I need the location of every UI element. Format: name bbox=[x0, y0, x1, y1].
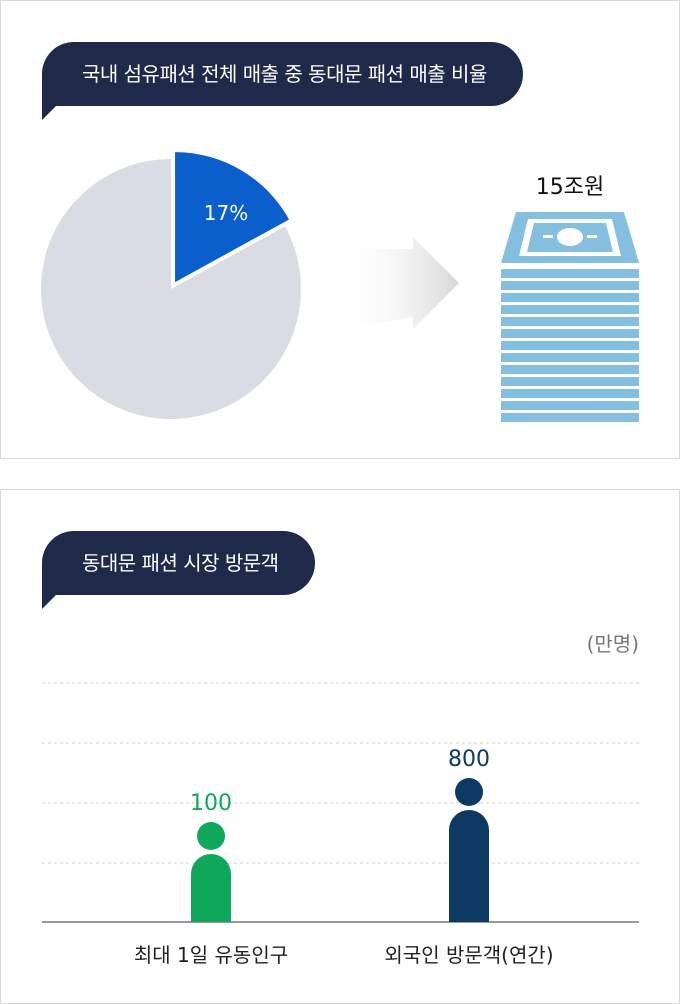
pie-slice-rest bbox=[40, 159, 302, 419]
money-bill-layer bbox=[501, 281, 639, 290]
data-label: 100 bbox=[190, 791, 232, 816]
panel-title: 동대문 패션 시장 방문객 bbox=[42, 531, 315, 609]
money-label: 15조원 bbox=[536, 175, 604, 200]
data-label: 800 bbox=[448, 747, 490, 772]
money-bill-layer bbox=[501, 389, 639, 398]
money-bill-layer bbox=[501, 293, 639, 302]
sales-ratio-panel: 국내 섬유패션 전체 매출 중 동대문 패션 매출 비율 17% 15조원 bbox=[0, 0, 680, 459]
money-bill-layer bbox=[501, 317, 639, 326]
arrow-right-icon bbox=[341, 237, 459, 329]
category-label: 외국인 방문객(연간) bbox=[384, 943, 553, 967]
money-bill-layer bbox=[501, 413, 639, 422]
bar-chart: (만명) 100 최대 1일 유동인구 800 외국인 방문객(연간) bbox=[42, 632, 639, 967]
money-bill-layer bbox=[501, 401, 639, 410]
pie-chart: 17% 15조원 bbox=[40, 152, 639, 422]
unit-label: (만명) bbox=[587, 632, 639, 656]
money-bill-layer bbox=[501, 365, 639, 374]
bar-person-body bbox=[191, 854, 231, 922]
visitors-panel: 동대문 패션 시장 방문객 (만명) 100 최대 1일 유동인구 800 외국인 방… bbox=[0, 489, 680, 1004]
money-stack-icon: 15조원 bbox=[501, 175, 639, 422]
category-label: 최대 1일 유동인구 bbox=[134, 943, 288, 967]
pie-slice-highlight bbox=[175, 152, 289, 283]
money-bill-layer bbox=[501, 377, 639, 386]
pie-slice-label: 17% bbox=[204, 201, 248, 225]
money-bill-layer bbox=[501, 329, 639, 338]
money-bill-layer bbox=[501, 305, 639, 314]
money-bill-layer bbox=[501, 341, 639, 350]
bar-person-head bbox=[197, 822, 225, 850]
money-bill-layer bbox=[501, 269, 639, 278]
money-bill-layer bbox=[501, 353, 639, 362]
bar-person-head bbox=[455, 778, 483, 806]
panel-title: 국내 섬유패션 전체 매출 중 동대문 패션 매출 비율 bbox=[42, 42, 523, 120]
bar-person-body bbox=[449, 810, 489, 922]
